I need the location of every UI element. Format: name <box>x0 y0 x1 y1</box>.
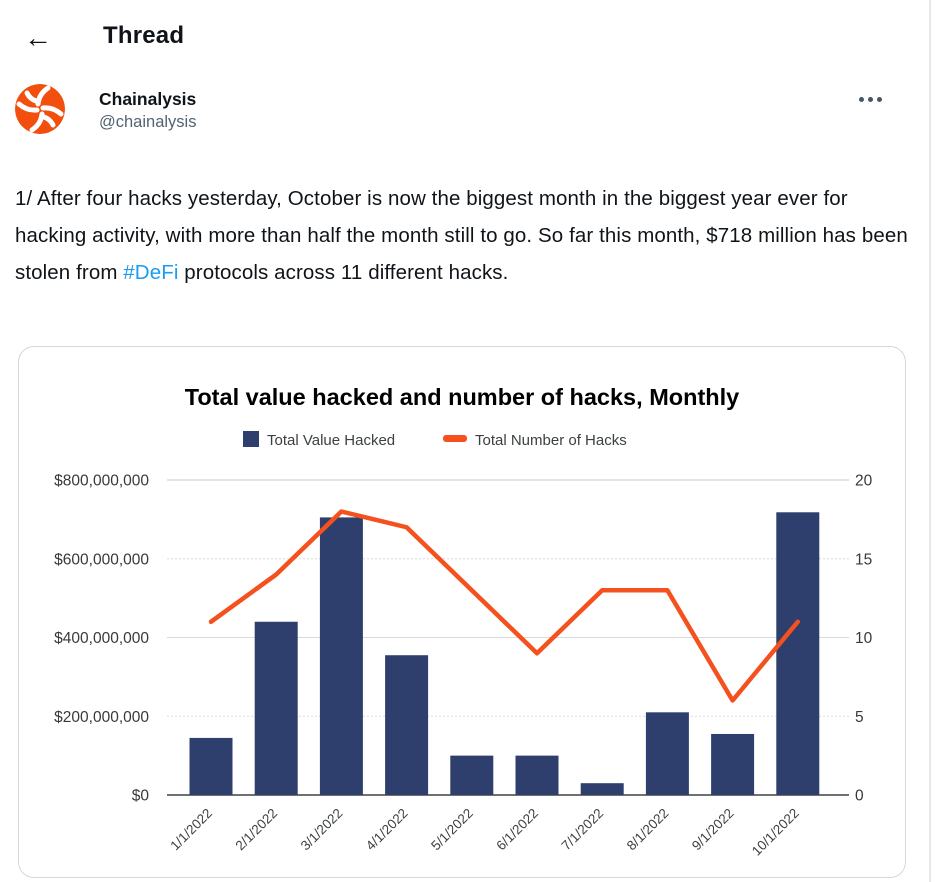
chart-media-card[interactable]: Total value hacked and number of hacks, … <box>18 346 906 878</box>
x-axis-tick-label: 6/1/2022 <box>493 806 541 854</box>
bar-total-value-hacked <box>515 755 559 795</box>
chart-legend: Total Value Hacked Total Number of Hacks <box>243 431 627 449</box>
x-axis-tick-label: 4/1/2022 <box>363 806 411 854</box>
more-dots-icon <box>859 97 864 102</box>
x-axis-tick-label: 5/1/2022 <box>428 806 476 854</box>
line-total-number-of-hacks <box>208 509 801 703</box>
x-axis-tick-label: 1/1/2022 <box>167 806 215 854</box>
back-arrow-icon: ← <box>24 22 52 53</box>
page-title: Thread <box>103 22 185 49</box>
defi-hashtag-link[interactable]: #DeFi <box>123 261 179 284</box>
x-axis-tick-label: 10/1/2022 <box>749 806 802 859</box>
x-axis-tick-label: 8/1/2022 <box>624 806 672 854</box>
bar-total-value-hacked <box>711 733 755 795</box>
legend-line-label: Total Number of Hacks <box>475 432 627 449</box>
bar-total-value-hacked <box>189 737 233 795</box>
x-axis-tick-label: 9/1/2022 <box>689 806 737 854</box>
hacks-chart: Total value hacked and number of hacks, … <box>54 384 872 859</box>
right-axis-tick-label: 10 <box>855 630 873 647</box>
right-axis-tick-label: 20 <box>855 473 873 490</box>
back-button[interactable]: ← <box>24 18 52 58</box>
tweet-text-segment: protocols across 11 different hacks. <box>178 261 509 284</box>
avatar[interactable] <box>15 84 65 134</box>
bar-total-value-hacked <box>385 655 429 795</box>
chart-title: Total value hacked and number of hacks, … <box>185 384 740 410</box>
left-axis-tick-label: $600,000,000 <box>54 551 149 568</box>
right-axis-tick-label: 5 <box>855 709 864 726</box>
right-axis-tick-label: 0 <box>855 788 864 805</box>
left-axis-tick-label: $0 <box>132 788 150 805</box>
bar-total-value-hacked <box>580 783 624 795</box>
bar-total-value-hacked <box>645 712 689 795</box>
x-axis-tick-label: 3/1/2022 <box>298 806 346 854</box>
bar-total-value-hacked <box>450 755 494 795</box>
chainalysis-logo-icon <box>15 84 65 134</box>
author-handle[interactable]: @chainalysis <box>99 113 197 131</box>
chart-x-axis-labels: 1/1/2022 2/1/2022 3/1/2022 4/1/2022 5/1/2022… <box>167 806 802 859</box>
legend-bar-label: Total Value Hacked <box>267 432 395 449</box>
tweet-text: 1/ After four hacks yesterday, October i… <box>15 180 911 291</box>
more-dots-icon <box>877 97 882 102</box>
more-dots-icon <box>868 97 873 102</box>
chart-line <box>208 509 801 703</box>
chart-bars <box>189 512 820 795</box>
legend-line-swatch-icon <box>443 435 467 442</box>
x-axis-tick-label: 7/1/2022 <box>559 806 607 854</box>
bar-total-value-hacked <box>776 512 820 795</box>
chart-grid: $0 0 $200,000,000 5 $400,000,000 10 $600,000,0… <box>54 473 872 805</box>
author-name[interactable]: Chainalysis <box>99 89 197 109</box>
left-axis-tick-label: $400,000,000 <box>54 630 149 647</box>
more-button[interactable] <box>855 93 886 106</box>
left-axis-tick-label: $200,000,000 <box>54 709 149 726</box>
column-divider <box>929 0 931 882</box>
left-axis-tick-label: $800,000,000 <box>54 473 149 490</box>
x-axis-tick-label: 2/1/2022 <box>233 806 281 854</box>
right-axis-tick-label: 15 <box>855 551 872 568</box>
bar-total-value-hacked <box>319 517 363 795</box>
bar-total-value-hacked <box>254 621 298 795</box>
legend-bar-swatch-icon <box>243 431 259 447</box>
tweet-text-segment: 1/ After four hacks yesterday, October i… <box>15 187 908 284</box>
